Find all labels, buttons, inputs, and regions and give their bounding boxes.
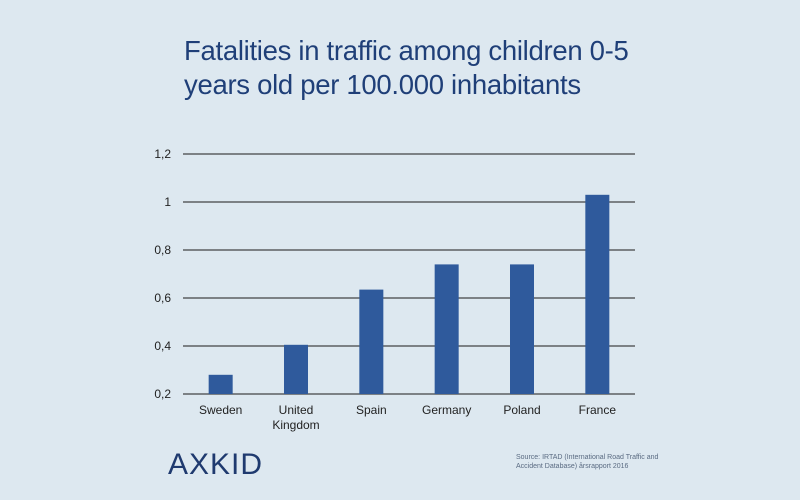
y-tick-labels: 0,2 0,4 0,6 0,8 1 1,2 — [154, 147, 171, 401]
bar-united-kingdom — [284, 344, 308, 394]
y-tick-label: 0,8 — [154, 243, 171, 257]
x-tick-label: Germany — [422, 403, 471, 417]
x-tick-label: Sweden — [199, 403, 242, 417]
y-tick-label: 0,4 — [154, 339, 171, 353]
axkid-logo: AXKID — [168, 448, 264, 481]
bar-spain — [359, 289, 384, 394]
y-tick-label: 0,2 — [154, 387, 171, 401]
x-tick-label: Spain — [356, 403, 387, 417]
y-tick-label: 1 — [164, 195, 171, 209]
x-tick-label: Kingdom — [272, 418, 319, 432]
source-note-line-2: Accident Database) årsrapport 2016 — [516, 463, 629, 470]
chart-title-line-2: years old per 100.000 inhabitants — [184, 69, 581, 100]
x-tick-label: Poland — [503, 403, 540, 417]
chart-title: Fatalities in traffic among children 0-5… — [184, 34, 654, 102]
bar-france — [585, 194, 610, 394]
x-tick-label: United — [279, 403, 314, 417]
chart-title-line-1: Fatalities in traffic among children 0-5 — [184, 35, 629, 66]
bars — [208, 194, 610, 394]
bar-germany — [434, 264, 459, 394]
y-tick-label: 1,2 — [154, 147, 171, 161]
y-tick-label: 0,6 — [154, 291, 171, 305]
bar-poland — [510, 264, 534, 394]
source-note: Source: IRTAD (International Road Traffi… — [516, 453, 666, 471]
grid-lines — [183, 153, 635, 395]
bar-sweden — [208, 374, 233, 394]
x-tick-label: France — [579, 403, 617, 417]
source-note-line-1: Source: IRTAD (International Road Traffi… — [516, 454, 659, 461]
